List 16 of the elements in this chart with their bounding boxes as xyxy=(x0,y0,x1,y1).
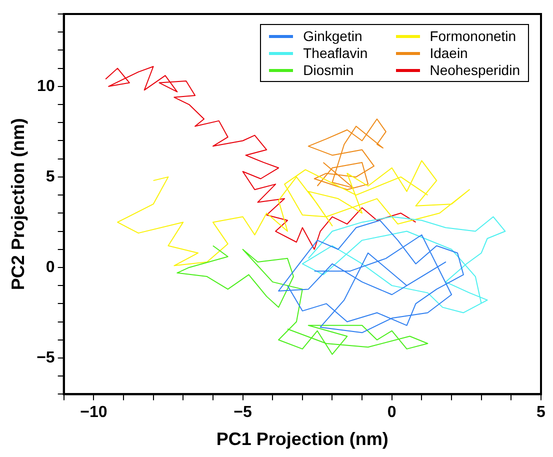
x-axis-title: PC1 Projection (nm) xyxy=(216,429,388,450)
legend-label: Diosmin xyxy=(303,62,354,78)
x-tick-label: −10 xyxy=(80,404,108,422)
x-tick-label: 5 xyxy=(536,404,546,422)
y-tick-label: 10 xyxy=(37,78,55,95)
x-tick-label: 0 xyxy=(387,404,396,422)
legend-label: Neohesperidin xyxy=(430,62,520,78)
y-tick-label: −5 xyxy=(36,349,55,366)
y-tick-label: 5 xyxy=(46,168,55,186)
legend-label: Theaflavin xyxy=(303,45,368,61)
y-axis-title: PC2 Projection (nm) xyxy=(8,118,28,290)
y-tick-label: 0 xyxy=(46,258,55,276)
legend-label: Ginkgetin xyxy=(303,28,362,44)
legend-label: Formononetin xyxy=(430,28,516,44)
legend-label: Idaein xyxy=(430,45,468,61)
x-tick-label: −5 xyxy=(234,404,252,422)
